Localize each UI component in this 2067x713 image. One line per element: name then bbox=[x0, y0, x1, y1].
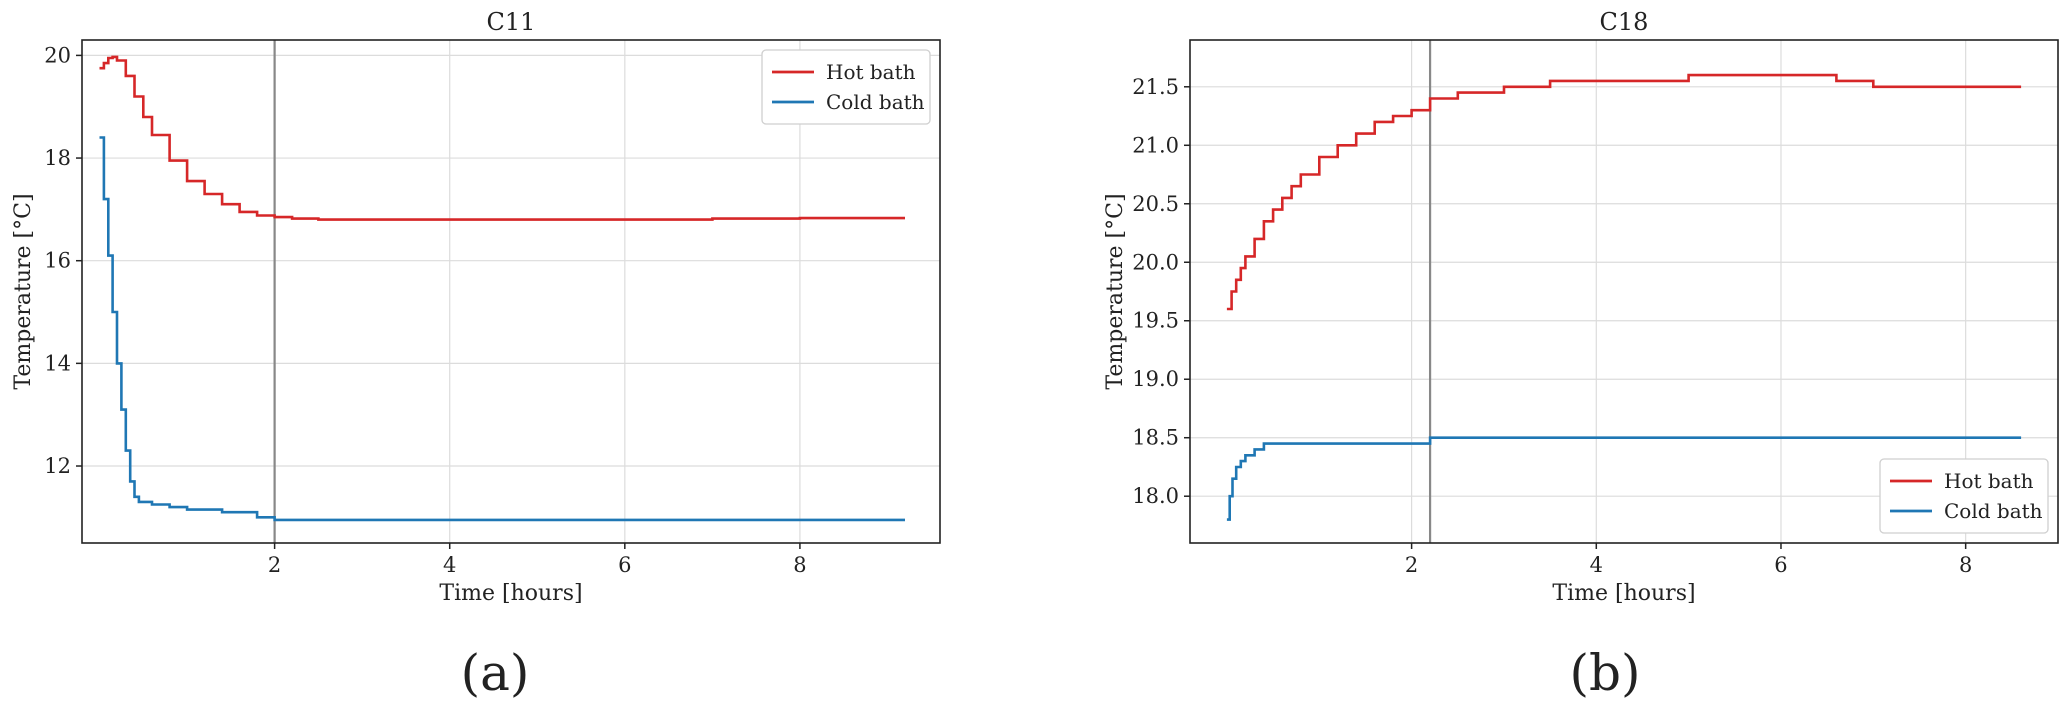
y-tick-label: 18.5 bbox=[1132, 426, 1179, 450]
legend-entry: Cold bath bbox=[1944, 499, 2043, 523]
series-line-cold-bath bbox=[99, 136, 905, 522]
legend-entry: Hot bath bbox=[1944, 469, 2034, 493]
x-tick-label: 8 bbox=[793, 553, 806, 577]
series-line-cold-bath bbox=[1226, 436, 2022, 521]
series-line-hot-bath bbox=[99, 55, 905, 221]
x-axis-label: Time [hours] bbox=[439, 581, 582, 606]
y-tick-label: 16 bbox=[44, 249, 71, 273]
y-tick-label: 14 bbox=[44, 351, 71, 375]
y-axis-label: Temperature [°C] bbox=[1103, 193, 1128, 389]
legend: Hot bath Cold bath bbox=[761, 49, 931, 125]
y-tick-label: 21.5 bbox=[1132, 75, 1179, 99]
y-tick-label: 19.0 bbox=[1132, 367, 1179, 391]
y-tick-label: 20.0 bbox=[1132, 250, 1179, 274]
chart-panel-2: 2 4 6 8 18.0 18.5 19.0 19.5 20.0 20.5 21.0 21.5 C18 T… bbox=[1103, 8, 2059, 702]
x-tick-label: 8 bbox=[1959, 553, 1972, 577]
y-tick-label: 18 bbox=[44, 146, 71, 170]
y-axis-label: Temperature [°C] bbox=[11, 193, 36, 389]
axes-frame bbox=[1189, 39, 2059, 544]
chart-panel-1: 2 4 6 8 12 14 16 18 20 C11 Time [hours] Temperature… bbox=[11, 8, 941, 702]
y-tick-label: 21.0 bbox=[1132, 133, 1179, 157]
x-tick-label: 6 bbox=[618, 553, 631, 577]
axes-frame bbox=[81, 39, 941, 544]
y-tick-label: 12 bbox=[44, 454, 71, 478]
x-tick-label: 2 bbox=[268, 553, 281, 577]
y-tick-label: 18.0 bbox=[1132, 484, 1179, 508]
y-tick-label: 20 bbox=[44, 43, 71, 67]
series-line-hot-bath bbox=[1226, 73, 2022, 311]
x-tick-label: 4 bbox=[443, 553, 456, 577]
y-tick-label: 19.5 bbox=[1132, 309, 1179, 333]
panel-label: (a) bbox=[461, 644, 530, 702]
x-tick-label: 4 bbox=[1590, 553, 1603, 577]
y-tick-label: 20.5 bbox=[1132, 192, 1179, 216]
x-tick-label: 2 bbox=[1405, 553, 1418, 577]
legend-entry: Cold bath bbox=[826, 90, 925, 114]
chart-title: C11 bbox=[487, 8, 536, 36]
panel-label: (b) bbox=[1569, 644, 1640, 702]
chart-title: C18 bbox=[1600, 8, 1649, 36]
legend-box bbox=[1879, 458, 2049, 534]
legend-box bbox=[761, 49, 931, 125]
legend: Hot bath Cold bath bbox=[1879, 458, 2049, 534]
legend-entry: Hot bath bbox=[826, 60, 916, 84]
x-axis-label: Time [hours] bbox=[1552, 581, 1695, 606]
x-tick-label: 6 bbox=[1774, 553, 1787, 577]
